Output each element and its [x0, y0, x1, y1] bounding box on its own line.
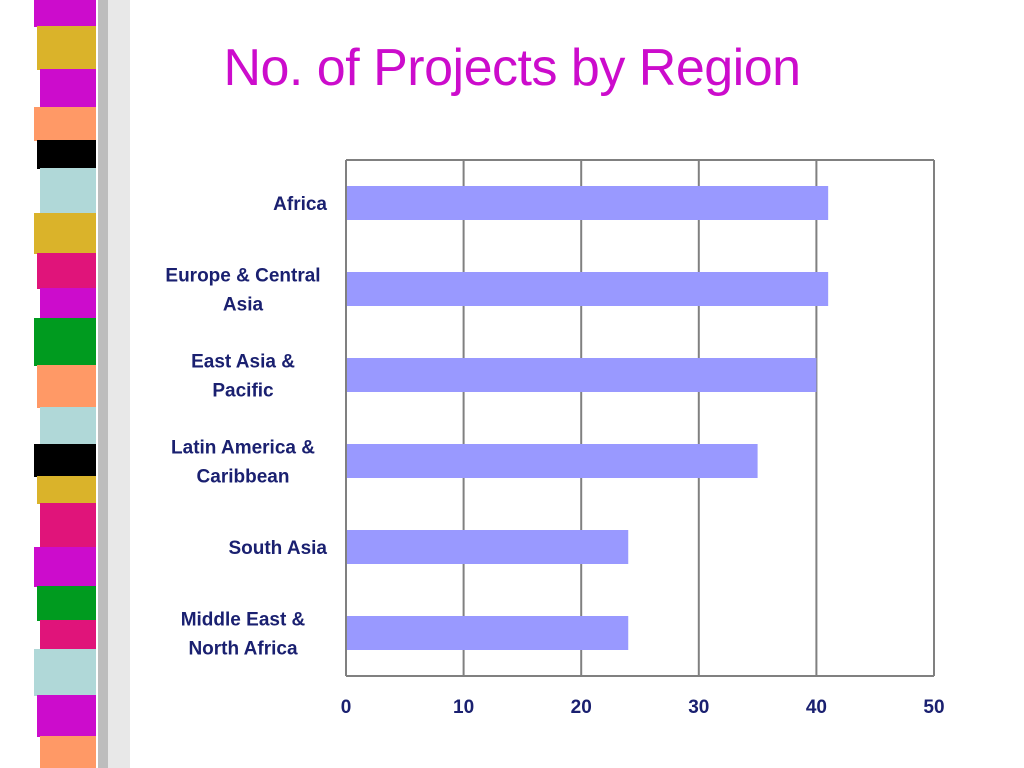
category-label-line: Caribbean — [197, 467, 290, 488]
x-tick-label: 50 — [923, 697, 944, 718]
category-label-line: South Asia — [228, 538, 327, 559]
grid-lines — [345, 159, 935, 677]
bar — [347, 616, 629, 650]
category-label: East Asia & Pacific — [191, 352, 295, 402]
category-label: Latin America & Caribbean — [171, 438, 315, 488]
strip-block — [37, 586, 96, 621]
bar — [347, 530, 629, 564]
strip-block — [34, 649, 96, 696]
bar — [347, 186, 829, 220]
bar — [347, 358, 817, 392]
strip-block — [40, 503, 96, 548]
decorative-color-strip — [34, 0, 130, 768]
category-label: Europe & Central Asia — [165, 266, 320, 316]
strip-block — [34, 213, 96, 254]
category-label: Africa — [273, 194, 327, 215]
category-label-line: Latin America & — [171, 438, 315, 459]
x-axis-tick-labels: 0 10 20 30 40 50 — [341, 697, 945, 718]
strip-block — [40, 168, 96, 214]
strip-block — [34, 0, 96, 27]
strip-block — [37, 365, 96, 408]
strip-block — [34, 444, 96, 477]
category-label-line: Africa — [273, 194, 327, 215]
strip-block — [34, 107, 96, 141]
x-tick-label: 30 — [688, 697, 709, 718]
slide-title: No. of Projects by Region — [223, 39, 801, 97]
category-label: Middle East & North Africa — [181, 610, 306, 660]
category-label-line: East Asia & — [191, 352, 295, 373]
bar — [347, 444, 758, 478]
strip-block — [37, 140, 96, 169]
category-label-line: Asia — [223, 295, 264, 316]
category-label: South Asia — [228, 538, 327, 559]
strip-shadow-edge — [98, 0, 108, 768]
bars — [347, 186, 829, 650]
x-tick-label: 0 — [341, 697, 352, 718]
strip-block — [37, 253, 96, 289]
x-tick-label: 40 — [806, 697, 827, 718]
strip-block — [37, 695, 96, 737]
strip-block — [40, 288, 96, 319]
strip-block — [34, 547, 96, 587]
strip-block — [40, 620, 96, 650]
category-label-line: Middle East & — [181, 610, 306, 631]
strip-block — [37, 26, 96, 70]
bar — [347, 272, 829, 306]
x-tick-label: 10 — [453, 697, 474, 718]
strip-block — [34, 318, 96, 366]
strip-block — [40, 69, 96, 108]
category-label-line: Pacific — [212, 381, 274, 402]
x-tick-label: 20 — [571, 697, 592, 718]
strip-block — [40, 407, 96, 445]
category-label-line: Europe & Central — [165, 266, 320, 287]
strip-block — [40, 736, 96, 768]
category-label-line: North Africa — [188, 639, 298, 660]
category-labels: Africa Europe & Central Asia East Asia & Pac… — [165, 194, 327, 660]
strip-block — [37, 476, 96, 504]
